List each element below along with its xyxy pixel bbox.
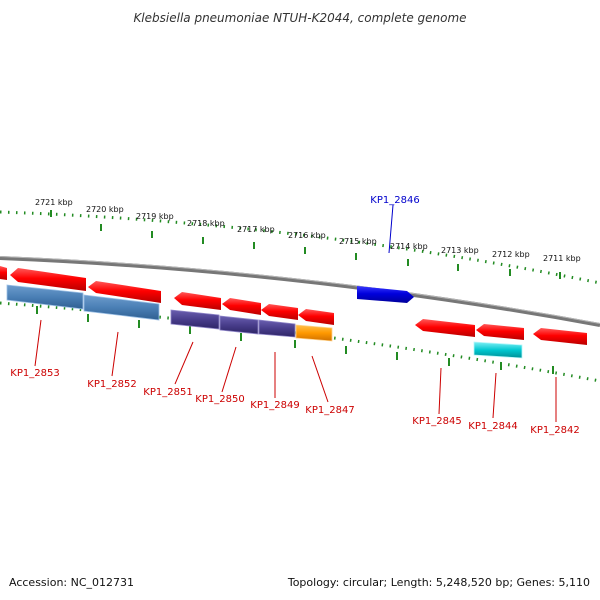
- kbp-labels: 2721 kbp 2720 kbp 2719 kbp 2718 kbp 2717…: [35, 198, 581, 263]
- outer-major-ticks: [50, 210, 561, 279]
- gene-label[interactable]: KP1_2844: [468, 421, 517, 432]
- kbp-label: 2721 kbp: [35, 198, 73, 207]
- gene-label[interactable]: KP1_2849: [250, 400, 299, 411]
- kbp-label: 2718 kbp: [187, 219, 225, 228]
- gene-arrow[interactable]: [0, 266, 7, 280]
- gene-label[interactable]: KP1_2853: [10, 368, 59, 379]
- gene-arrow[interactable]: [10, 268, 86, 291]
- inner-major-ticks: [36, 306, 554, 374]
- kbp-label: 2714 kbp: [390, 242, 428, 251]
- gene-arrow[interactable]: [298, 309, 334, 325]
- label-leader-lines: [34, 204, 557, 422]
- gene-label[interactable]: KP1_2850: [195, 394, 244, 405]
- gene-arrow[interactable]: [174, 292, 221, 310]
- kbp-label: 2711 kbp: [543, 254, 581, 263]
- gene-label[interactable]: KP1_2842: [530, 425, 579, 436]
- gene-features: [0, 266, 587, 359]
- kbp-label: 2717 kbp: [237, 225, 275, 234]
- gene-label[interactable]: KP1_2847: [305, 405, 354, 416]
- gene-box[interactable]: [295, 324, 333, 342]
- gene-label[interactable]: KP1_2846: [370, 195, 419, 206]
- gene-label[interactable]: KP1_2851: [143, 387, 192, 398]
- gene-arrow[interactable]: [88, 281, 161, 303]
- genome-backbone: [0, 256, 600, 327]
- accession-text: Accession: NC_012731: [9, 576, 134, 589]
- gene-arrow[interactable]: [261, 304, 298, 320]
- gene-arrow[interactable]: [533, 328, 587, 345]
- inner-tick-track: [0, 301, 600, 383]
- kbp-label: 2715 kbp: [339, 237, 377, 246]
- gene-arrow[interactable]: [222, 298, 261, 315]
- genome-backbone-highlight: [0, 256, 600, 324]
- gene-box[interactable]: [219, 315, 259, 335]
- genome-summary-text: Topology: circular; Length: 5,248,520 bp…: [287, 576, 590, 589]
- kbp-label: 2720 kbp: [86, 205, 124, 214]
- gene-label[interactable]: KP1_2845: [412, 416, 461, 427]
- gene-arrow[interactable]: [476, 324, 524, 340]
- gene-arrow[interactable]: [357, 286, 414, 303]
- gene-label[interactable]: KP1_2852: [87, 379, 136, 390]
- gene-box[interactable]: [473, 341, 523, 359]
- gene-box[interactable]: [170, 309, 220, 330]
- genome-title: Klebsiella pneumoniae NTUH-K2044, comple…: [133, 11, 466, 25]
- kbp-label: 2716 kbp: [288, 231, 326, 240]
- kbp-label: 2712 kbp: [492, 250, 530, 259]
- gene-arrow[interactable]: [415, 319, 475, 337]
- gene-labels: KP1_2853 KP1_2852 KP1_2851 KP1_2850 KP1_…: [10, 195, 579, 436]
- gene-box[interactable]: [6, 284, 84, 310]
- kbp-label: 2719 kbp: [136, 212, 174, 221]
- kbp-label: 2713 kbp: [441, 246, 479, 255]
- gene-box[interactable]: [258, 319, 296, 338]
- gene-box[interactable]: [83, 294, 160, 321]
